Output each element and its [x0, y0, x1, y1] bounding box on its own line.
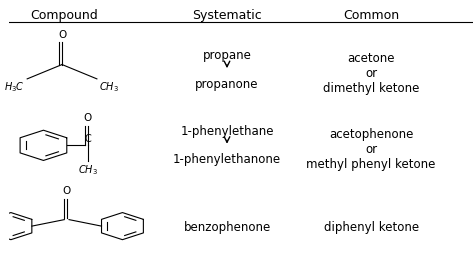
Text: benzophenone: benzophenone — [183, 221, 271, 234]
Text: C: C — [84, 134, 91, 144]
Text: O: O — [58, 30, 66, 40]
Text: $CH_3$: $CH_3$ — [78, 163, 98, 177]
Text: 1-phenylethanone: 1-phenylethanone — [173, 153, 281, 166]
Text: acetophenone
or
methyl phenyl ketone: acetophenone or methyl phenyl ketone — [306, 128, 436, 171]
Text: acetone
or
dimethyl ketone: acetone or dimethyl ketone — [323, 52, 419, 95]
Text: diphenyl ketone: diphenyl ketone — [324, 221, 419, 234]
Text: propane: propane — [202, 49, 251, 62]
Text: $H_3C$: $H_3C$ — [4, 80, 25, 94]
Text: O: O — [63, 186, 71, 196]
Text: O: O — [83, 113, 92, 123]
Text: Compound: Compound — [30, 8, 98, 21]
Text: 1-phenylethane: 1-phenylethane — [180, 124, 274, 138]
Text: propanone: propanone — [195, 78, 259, 91]
Text: Common: Common — [343, 8, 399, 21]
Text: $CH_3$: $CH_3$ — [99, 80, 119, 94]
Text: Systematic: Systematic — [192, 8, 262, 21]
